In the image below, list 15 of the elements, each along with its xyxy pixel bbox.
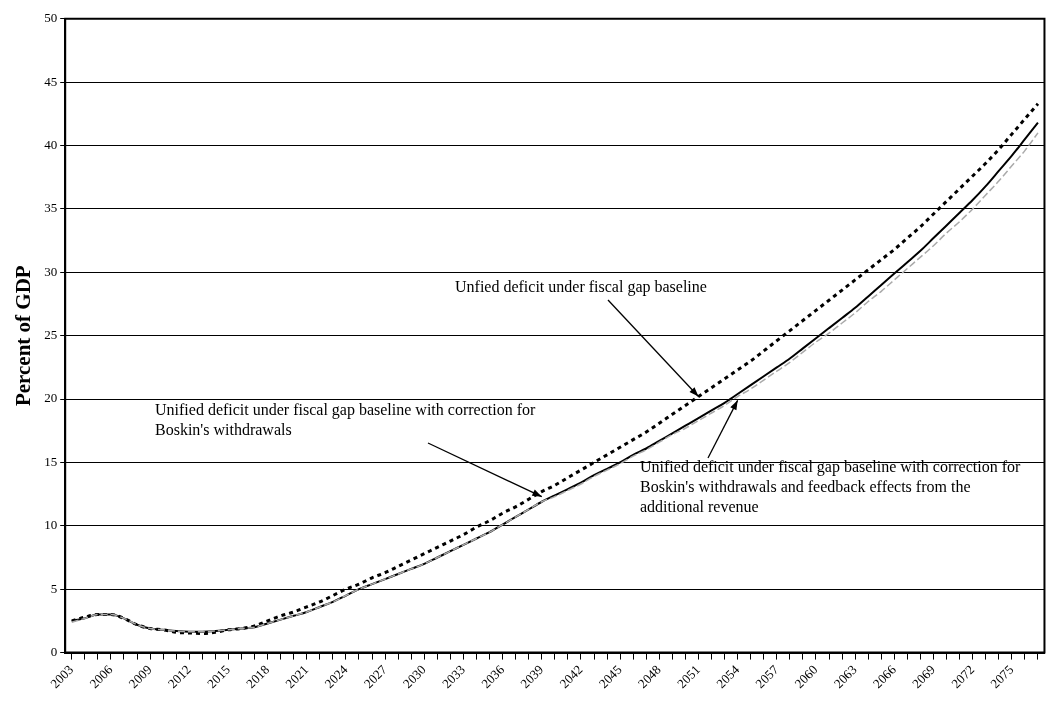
y-tick-label: 0 — [50, 644, 58, 660]
annotation: Unified deficit under fiscal gap baseline with correction for Boskin's withdrawals — [155, 401, 536, 439]
y-tick-label: 45 — [44, 73, 58, 89]
y-tick-label: 40 — [44, 136, 58, 152]
y-tick-label: 15 — [44, 453, 58, 469]
y-tick-label: 50 — [44, 10, 58, 26]
y-tick-label: 10 — [44, 517, 58, 533]
y-tick-label: 20 — [44, 390, 58, 406]
annotation: Unfied deficit under fiscal gap baseline — [455, 278, 707, 297]
y-tick-label: 35 — [44, 200, 58, 216]
y-tick-label: 5 — [50, 580, 58, 596]
y-axis-title: Percent of GDP — [11, 265, 36, 407]
y-tick-label: 25 — [44, 327, 58, 343]
annotation: Unified deficit under fiscal gap baseline with correction for Boskin's withdrawals and feedback effects from the additional revenue — [640, 458, 1021, 516]
y-tick-label: 30 — [44, 263, 58, 279]
